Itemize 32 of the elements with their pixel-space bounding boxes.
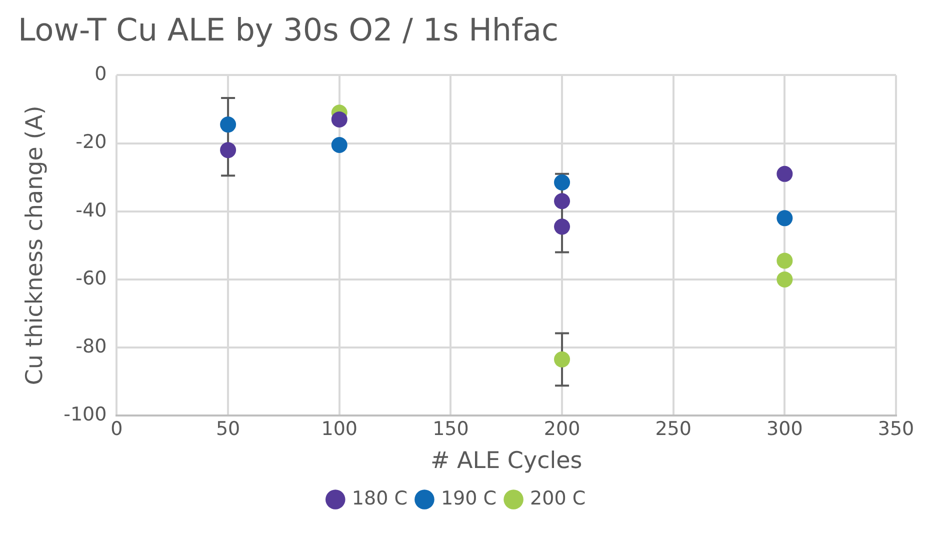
point — [776, 166, 793, 182]
y-tick-label: -80 — [76, 335, 107, 358]
y-tick-label: -60 — [76, 267, 107, 290]
y-axis-title: Cu thickness change (A) — [22, 106, 48, 386]
x-tick-label: 250 — [655, 418, 692, 440]
x-tick-label: 0 — [110, 418, 123, 440]
point — [776, 210, 793, 226]
chart-title: Low-T Cu ALE by 30s O2 / 1s Hhfac — [18, 12, 558, 49]
x-axis-title: # ALE Cycles — [430, 448, 582, 474]
y-tick-label: -40 — [76, 199, 107, 222]
point — [776, 252, 793, 269]
legend-label: 180 C — [352, 487, 408, 510]
point — [331, 111, 348, 128]
y-tick-label: 0 — [94, 63, 107, 86]
x-tick-label: 50 — [216, 418, 240, 440]
point — [220, 116, 236, 133]
point — [776, 271, 793, 288]
x-tick-label: 100 — [321, 418, 358, 440]
x-tick-label: 300 — [766, 418, 803, 440]
point — [554, 351, 570, 368]
x-tick-label: 150 — [432, 418, 469, 440]
point — [554, 218, 570, 235]
point — [554, 174, 570, 190]
point — [331, 136, 348, 153]
y-tick-label: -20 — [76, 131, 107, 154]
point — [554, 193, 570, 210]
legend-label: 190 C — [440, 487, 497, 510]
y-tick-label: -100 — [64, 404, 107, 426]
point — [220, 142, 236, 158]
legend-label: 200 C — [530, 487, 586, 510]
x-tick-label: 350 — [878, 418, 914, 440]
x-tick-label: 200 — [544, 418, 580, 440]
